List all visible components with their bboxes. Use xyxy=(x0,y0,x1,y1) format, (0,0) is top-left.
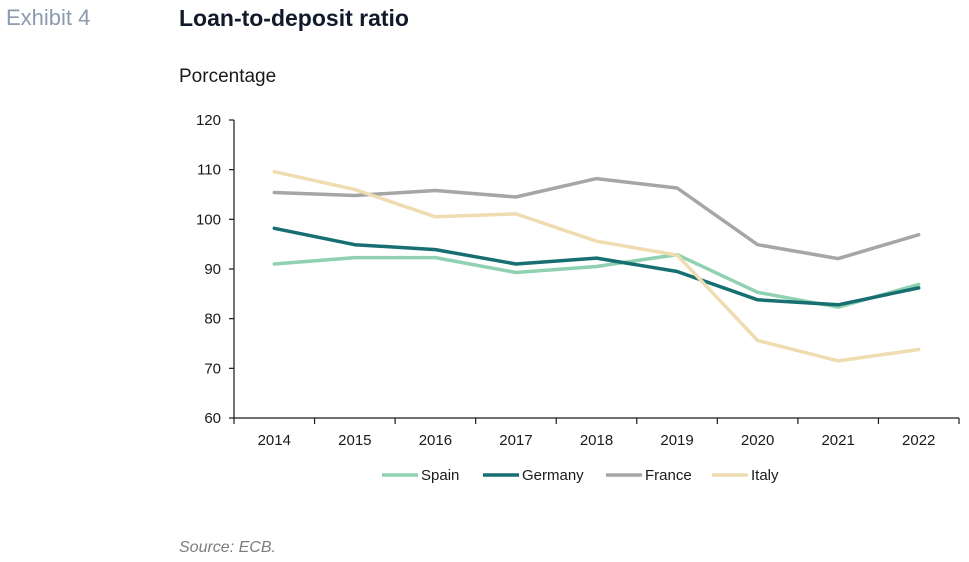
legend-label-spain: Spain xyxy=(421,467,459,484)
chart-legend: Spain Germany France Italy xyxy=(382,467,779,484)
x-tick-label: 2015 xyxy=(338,432,371,449)
x-tick-label: 2014 xyxy=(258,432,291,449)
y-axis-unit-label: Porcentage xyxy=(179,66,277,87)
chart-axes: 60 70 80 90 100 110 120 2014 2015 2016 2017 2018 201… xyxy=(196,112,960,449)
exhibit-label: Exhibit 4 xyxy=(6,5,91,30)
series-line-italy xyxy=(272,169,921,363)
x-tick-label: 2019 xyxy=(660,432,693,449)
y-tick-label: 70 xyxy=(204,360,221,377)
series-line-spain xyxy=(272,252,921,309)
x-tick-label: 2017 xyxy=(499,432,532,449)
series-line-france xyxy=(272,176,921,261)
legend-label-france: France xyxy=(645,467,692,484)
legend-label-italy: Italy xyxy=(751,467,779,484)
chart-series xyxy=(272,169,921,363)
source-note: Source: ECB. xyxy=(179,539,276,556)
y-tick-label: 80 xyxy=(204,311,221,328)
legend-label-germany: Germany xyxy=(522,467,584,484)
y-tick-label: 120 xyxy=(196,112,221,129)
series-line-germany xyxy=(272,226,921,307)
x-tick-label: 2020 xyxy=(741,432,774,449)
x-tick-label: 2021 xyxy=(821,432,854,449)
line-chart: 60 70 80 90 100 110 120 2014 2015 2016 2017 2018 201… xyxy=(196,112,960,484)
y-tick-label: 60 xyxy=(204,410,221,427)
x-tick-label: 2018 xyxy=(580,432,613,449)
chart-title: Loan-to-deposit ratio xyxy=(179,5,409,31)
y-tick-label: 90 xyxy=(204,261,221,278)
x-tick-label: 2016 xyxy=(419,432,452,449)
x-tick-label: 2022 xyxy=(902,432,935,449)
y-tick-label: 110 xyxy=(197,162,221,179)
y-tick-label: 100 xyxy=(196,211,221,228)
